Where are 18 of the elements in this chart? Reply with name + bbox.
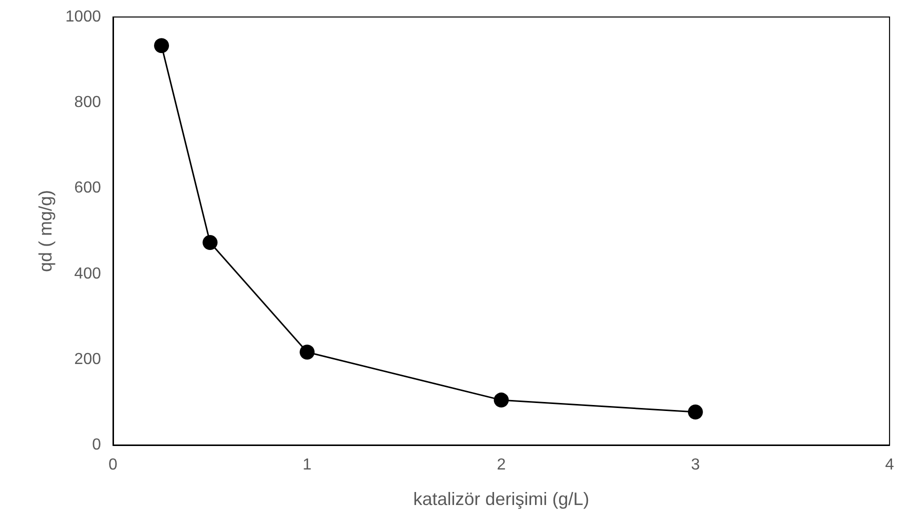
point <box>688 404 703 420</box>
x-tick-label: 3 <box>690 456 700 474</box>
x-tick-label: 0 <box>108 456 118 474</box>
y-axis-title: qd ( mg/g) <box>36 190 56 272</box>
x-tick-label: 1 <box>302 456 312 474</box>
x-tick-label: 2 <box>496 456 506 474</box>
y-tick-label: 1000 <box>65 8 102 26</box>
y-tick-label: 0 <box>92 436 102 454</box>
y-tick-label: 200 <box>74 350 102 368</box>
point <box>202 235 218 250</box>
x-axis-title: katalizör derişimi (g/L) <box>413 489 590 509</box>
y-tick-label: 600 <box>74 180 102 197</box>
y-tick-label: 800 <box>74 94 102 112</box>
x-tick-label: 4 <box>885 456 894 474</box>
point <box>494 392 509 408</box>
y-tick-label: 400 <box>74 265 102 282</box>
point <box>300 344 315 360</box>
point <box>154 38 170 54</box>
